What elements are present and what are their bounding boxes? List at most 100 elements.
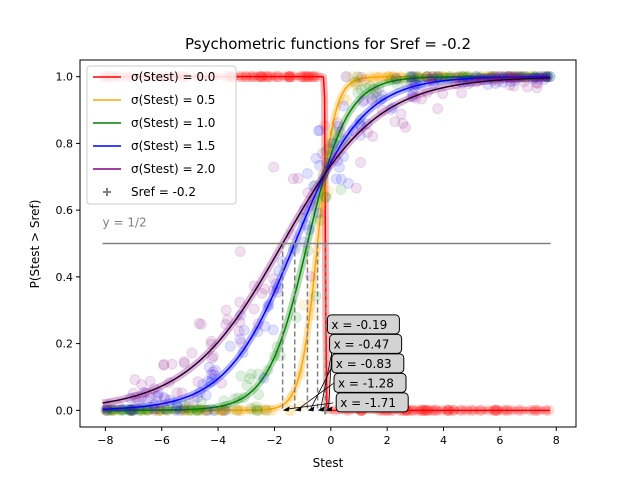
- sample-point: [141, 394, 153, 406]
- sample-point: [327, 137, 339, 149]
- sample-point: [208, 369, 220, 381]
- sample-point: [323, 143, 335, 155]
- sample-point: [224, 340, 236, 352]
- sample-point: [356, 120, 368, 132]
- sample-point: [195, 396, 207, 408]
- sample-point: [342, 177, 354, 189]
- annotation-arrow-2: [310, 363, 334, 410]
- sample-point: [220, 319, 232, 331]
- sample-point: [253, 389, 265, 401]
- sample-point: [219, 404, 231, 416]
- sample-point: [389, 116, 401, 128]
- sample-point: [356, 84, 368, 96]
- sample-point: [235, 337, 247, 349]
- sample-point: [259, 320, 271, 332]
- sample-point: [267, 284, 279, 296]
- sample-point: [400, 121, 412, 133]
- sample-point: [335, 173, 347, 185]
- sample-point: [245, 402, 257, 414]
- sample-point: [531, 82, 543, 94]
- sample-point: [356, 71, 367, 83]
- sample-point: [159, 403, 171, 415]
- sample-point: [124, 403, 136, 415]
- sample-point: [371, 92, 383, 103]
- sample-point: [251, 401, 263, 413]
- sample-point: [267, 324, 279, 336]
- sample-point: [405, 71, 417, 83]
- annotation-label-1: x = -0.47: [334, 337, 390, 351]
- sample-point: [178, 356, 190, 368]
- sample-point: [486, 71, 498, 83]
- sample-point: [170, 404, 182, 416]
- sample-point: [319, 191, 331, 203]
- sample-point: [248, 303, 260, 315]
- sample-point: [391, 78, 403, 90]
- axes-frame: [79, 59, 577, 428]
- sample-point: [432, 103, 444, 115]
- legend-label-2: σ(Stest) = 1.0: [131, 116, 215, 130]
- x-tick-label-2: −4: [210, 434, 226, 447]
- sample-point: [200, 389, 212, 401]
- sample-point: [350, 182, 362, 194]
- sample-point: [493, 75, 505, 87]
- sample-point: [355, 157, 367, 169]
- legend-label-reference: Sref = -0.2: [131, 185, 196, 199]
- sample-point: [235, 370, 247, 382]
- sample-point: [178, 357, 190, 369]
- sample-point: [144, 375, 156, 387]
- sample-point: [238, 324, 250, 336]
- legend-label-0: σ(Stest) = 0.0: [131, 70, 215, 84]
- annotation-arrowhead-0: [325, 406, 333, 412]
- sample-point: [358, 94, 370, 106]
- sample-point: [334, 126, 346, 138]
- sample-point: [421, 71, 433, 83]
- x-tick-label-3: −2: [266, 434, 282, 447]
- annotation-label-3: x = -1.28: [338, 376, 394, 390]
- sample-point: [437, 88, 449, 100]
- sample-point: [301, 167, 313, 179]
- sample-point: [314, 124, 326, 136]
- y-tick-label-0: 0.0: [56, 404, 74, 417]
- sample-point: [206, 352, 218, 364]
- annotation-arrow-3: [297, 383, 334, 410]
- sample-point: [473, 75, 485, 87]
- sample-point: [158, 359, 170, 371]
- sample-point: [303, 224, 315, 236]
- sample-point: [188, 395, 200, 407]
- legend-box: [86, 65, 237, 205]
- sample-point: [183, 398, 195, 410]
- sample-point: [113, 400, 125, 412]
- sample-point: [159, 393, 171, 405]
- sample-point: [332, 120, 344, 132]
- sample-point: [248, 403, 260, 415]
- sample-point: [298, 236, 310, 248]
- sample-point: [221, 314, 233, 326]
- chart-title: Psychometric functions for Sref = -0.2: [185, 35, 471, 53]
- sample-point: [314, 214, 326, 226]
- sample-point: [490, 71, 502, 83]
- sample-point: [267, 273, 279, 285]
- sample-point: [191, 404, 203, 416]
- sample-point: [136, 379, 148, 391]
- sample-point: [209, 364, 221, 376]
- sample-point: [357, 96, 369, 108]
- sample-point: [252, 368, 264, 380]
- sample-point: [245, 368, 257, 380]
- sample-point: [220, 304, 232, 316]
- sample-point: [205, 368, 217, 380]
- y-tick-label-2: 0.4: [56, 271, 74, 284]
- x-tick-label-8: 8: [553, 434, 560, 447]
- sample-point: [195, 318, 207, 330]
- plot-area: y = 1/2 x = -0.19 x = -0.47 x = -0.83 x = -1…: [56, 59, 577, 447]
- sample-point: [508, 80, 520, 92]
- sample-point: [335, 184, 347, 196]
- sample-point: [320, 145, 332, 157]
- sample-point: [312, 125, 324, 137]
- sample-point: [292, 172, 304, 184]
- sample-point: [174, 404, 186, 416]
- legend: σ(Stest) = 0.0 σ(Stest) = 0.5 σ(Stest) = 1…: [86, 65, 237, 205]
- sample-point: [231, 404, 243, 416]
- sample-point: [205, 335, 217, 347]
- sample-point: [234, 333, 246, 345]
